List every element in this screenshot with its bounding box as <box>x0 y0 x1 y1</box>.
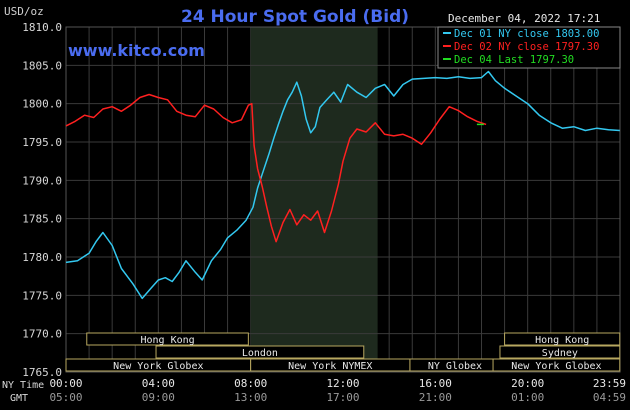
plot-border <box>65 26 621 373</box>
legend-label: Dec 04 Last 1797.30 <box>454 54 574 66</box>
y-tick-label: 1805.0 <box>22 59 62 72</box>
x-tick-ny: 16:00 <box>419 377 452 390</box>
session-bar <box>504 332 621 346</box>
session-bars: Hong Kong London New York Globex New York N… <box>65 332 621 372</box>
legend-label: Dec 02 NY close 1797.30 <box>454 41 599 53</box>
session-bar <box>155 345 365 359</box>
x-tick-ny: 04:00 <box>142 377 175 390</box>
nymex-shaded-region <box>250 27 378 372</box>
session-label: New York Globex <box>113 361 203 372</box>
y-unit-label: USD/oz <box>4 5 44 18</box>
x-tick-gmt: 04:59 <box>593 391 626 404</box>
y-tick-label: 1770.0 <box>22 328 62 341</box>
gmt-label: GMT <box>10 393 28 404</box>
x-tick-gmt: 05:00 <box>49 391 82 404</box>
y-tick-label: 1780.0 <box>22 251 62 264</box>
y-tick-label: 1790.0 <box>22 174 62 187</box>
y-axis: 1765.0 1770.0 1775.0 1780.0 1785.0 1790.0 1795… <box>22 21 62 379</box>
session-label: New York NYMEX <box>288 361 372 372</box>
session-label: Hong Kong <box>140 335 194 346</box>
x-tick-gmt: 09:00 <box>142 391 175 404</box>
legend-box <box>437 26 621 69</box>
x-tick-gmt: 13:00 <box>234 391 267 404</box>
session-label: Sydney <box>542 348 578 359</box>
x-tick-gmt: 21:00 <box>419 391 452 404</box>
x-tick-gmt: 01:00 <box>511 391 544 404</box>
x-tick-ny: 12:00 <box>326 377 359 390</box>
y-tick-label: 1810.0 <box>22 21 62 34</box>
session-bar <box>86 332 249 346</box>
legend-label: Dec 01 NY close 1803.00 <box>454 28 599 40</box>
session-label: New York Globex <box>511 361 601 372</box>
series-line <box>65 93 487 243</box>
session-label: NY Globex <box>428 361 482 372</box>
y-tick-label: 1800.0 <box>22 98 62 111</box>
session-label: London <box>242 348 278 359</box>
series-line <box>65 70 620 300</box>
session-label: Hong Kong <box>535 335 589 346</box>
x-tick-ny: 08:00 <box>234 377 267 390</box>
session-bar <box>499 345 621 359</box>
y-tick-label: 1785.0 <box>22 213 62 226</box>
y-tick-label: 1795.0 <box>22 136 62 149</box>
session-bar <box>492 358 621 372</box>
chart-title: 24 Hour Spot Gold (Bid) <box>181 7 409 27</box>
x-tick-ny: 00:00 <box>49 377 82 390</box>
x-tick-ny: 20:00 <box>511 377 544 390</box>
timestamp: December 04, 2022 17:21 <box>448 12 600 25</box>
ny-time-label: NY Time <box>2 380 44 391</box>
x-tick-ny: 23:59 <box>593 377 626 390</box>
y-tick-label: 1765.0 <box>22 366 62 379</box>
x-tick-gmt: 17:00 <box>326 391 359 404</box>
price-series <box>65 70 620 300</box>
y-tick-label: 1775.0 <box>22 289 62 302</box>
watermark-url: www.kitco.com <box>68 41 205 60</box>
